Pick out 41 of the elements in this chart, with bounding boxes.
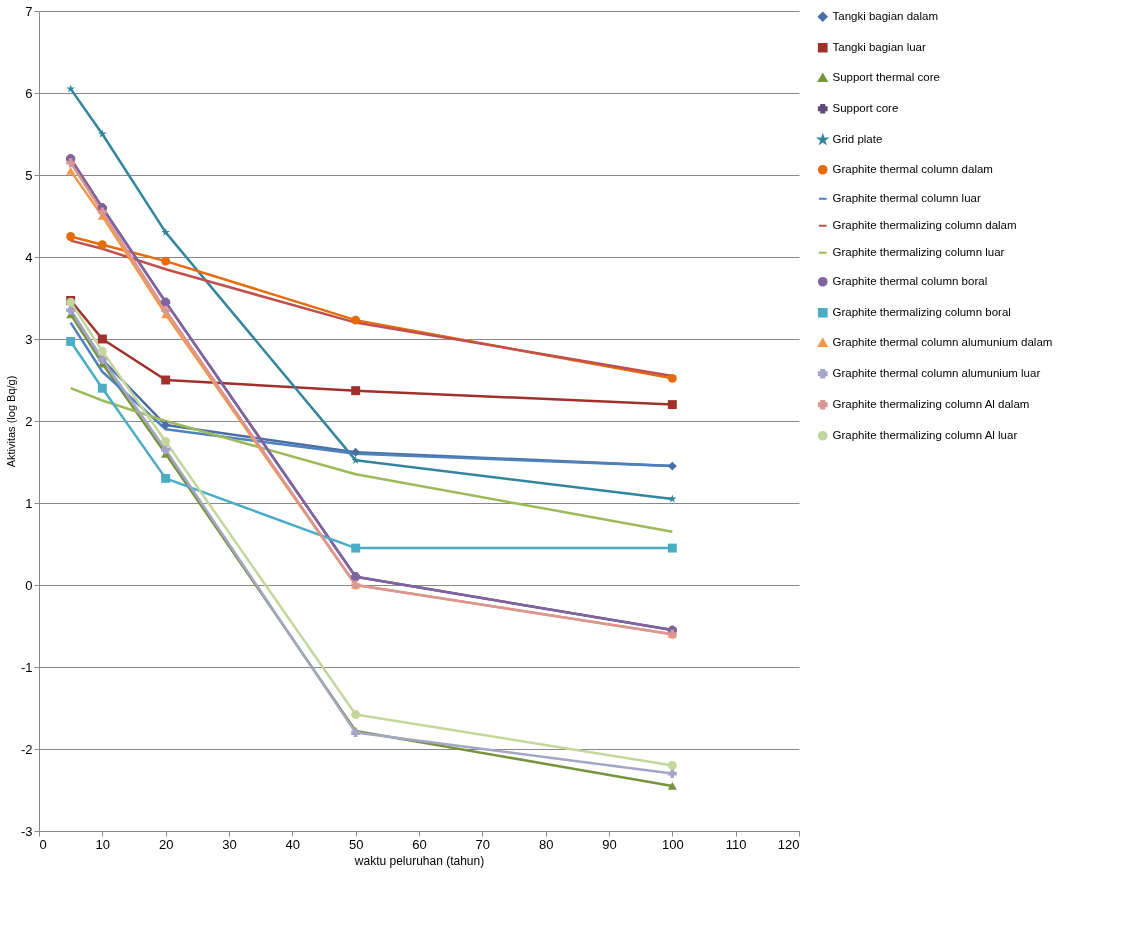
- x-tick-label: 10: [95, 836, 111, 852]
- x-axis-title: waktu peluruhan (tahun): [353, 853, 485, 868]
- legend-label: Graphite thermal column dalam: [832, 162, 993, 175]
- legend-label: Graphite thermalizing column Al luar: [832, 428, 1018, 441]
- x-tick-label: 120: [777, 836, 800, 852]
- x-tick-label: 60: [412, 836, 427, 852]
- y-tick-label: -3: [20, 823, 33, 839]
- legend-label: Graphite thermal column alumunium luar: [832, 366, 1041, 379]
- y-tick-label: -2: [20, 741, 33, 757]
- legend-label: Tangki bagian luar: [832, 40, 927, 53]
- legend-label: Grid plate: [832, 132, 883, 145]
- x-tick-label: 30: [222, 836, 237, 852]
- x-tick-label: 40: [285, 836, 301, 852]
- x-tick-label: 70: [475, 836, 491, 852]
- y-tick-label: 0: [25, 577, 33, 593]
- y-axis-title: Aktivitas (log Bq/g): [4, 375, 17, 468]
- x-tick-label: 80: [538, 836, 554, 852]
- y-tick-label: 4: [25, 249, 33, 265]
- y-tick-label: 1: [25, 495, 33, 511]
- legend-label: Graphite thermalizing column boral: [832, 305, 1011, 318]
- y-tick-label: 6: [25, 85, 33, 101]
- x-tick-label: 110: [725, 836, 747, 852]
- x-tick-label: 90: [602, 836, 617, 852]
- legend-label: Graphite thermal column alumunium dalam: [832, 335, 1053, 348]
- y-tick-label: 5: [25, 167, 33, 183]
- legend-label: Graphite thermalizing column luar: [832, 245, 1005, 258]
- legend-label: Graphite thermalizing column Al dalam: [832, 397, 1030, 410]
- legend-label: Graphite thermalizing column dalam: [832, 218, 1017, 231]
- legend-label: Support thermal core: [832, 70, 940, 83]
- y-tick-label: -1: [20, 659, 33, 675]
- x-tick-label: 50: [348, 836, 364, 852]
- y-tick-label: 3: [25, 331, 33, 347]
- legend-label: Graphite thermal column boral: [832, 274, 988, 287]
- legend-label: Support core: [832, 101, 899, 114]
- x-tick-label: 20: [158, 836, 174, 852]
- x-tick-label: 100: [661, 836, 684, 852]
- y-tick-label: 2: [25, 413, 33, 429]
- x-tick-label: 0: [39, 836, 47, 852]
- legend-label: Graphite thermal column luar: [832, 191, 981, 204]
- y-tick-label: 7: [25, 3, 33, 19]
- legend-label: Tangki bagian dalam: [832, 9, 938, 22]
